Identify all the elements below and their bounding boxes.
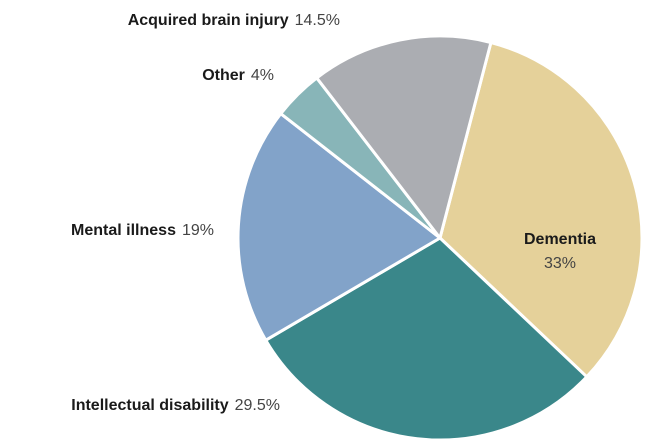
slice-value: 19% xyxy=(182,222,214,239)
slice-value: 14.5% xyxy=(295,12,340,29)
slice-label-group: Other 4% xyxy=(202,67,274,84)
slice-value: 4% xyxy=(251,67,274,84)
slice-label: Acquired brain injury xyxy=(128,12,289,29)
slice-label-group: Intellectual disability 29.5% xyxy=(71,397,280,414)
slice-label-group: Mental illness 19% xyxy=(71,222,214,239)
slice-label-group: Acquired brain injury 14.5% xyxy=(128,12,340,29)
slice-value: 33% xyxy=(544,255,576,272)
slice-label: Other xyxy=(202,67,245,84)
slice-value: 29.5% xyxy=(235,397,280,414)
pie-slice xyxy=(236,112,442,342)
pie-slice xyxy=(438,41,644,379)
pie-slice xyxy=(264,236,589,442)
slice-label: Dementia xyxy=(524,231,596,248)
slice-label: Mental illness xyxy=(71,222,176,239)
pie-slice xyxy=(315,34,493,240)
slice-label: Intellectual disability xyxy=(71,397,228,414)
